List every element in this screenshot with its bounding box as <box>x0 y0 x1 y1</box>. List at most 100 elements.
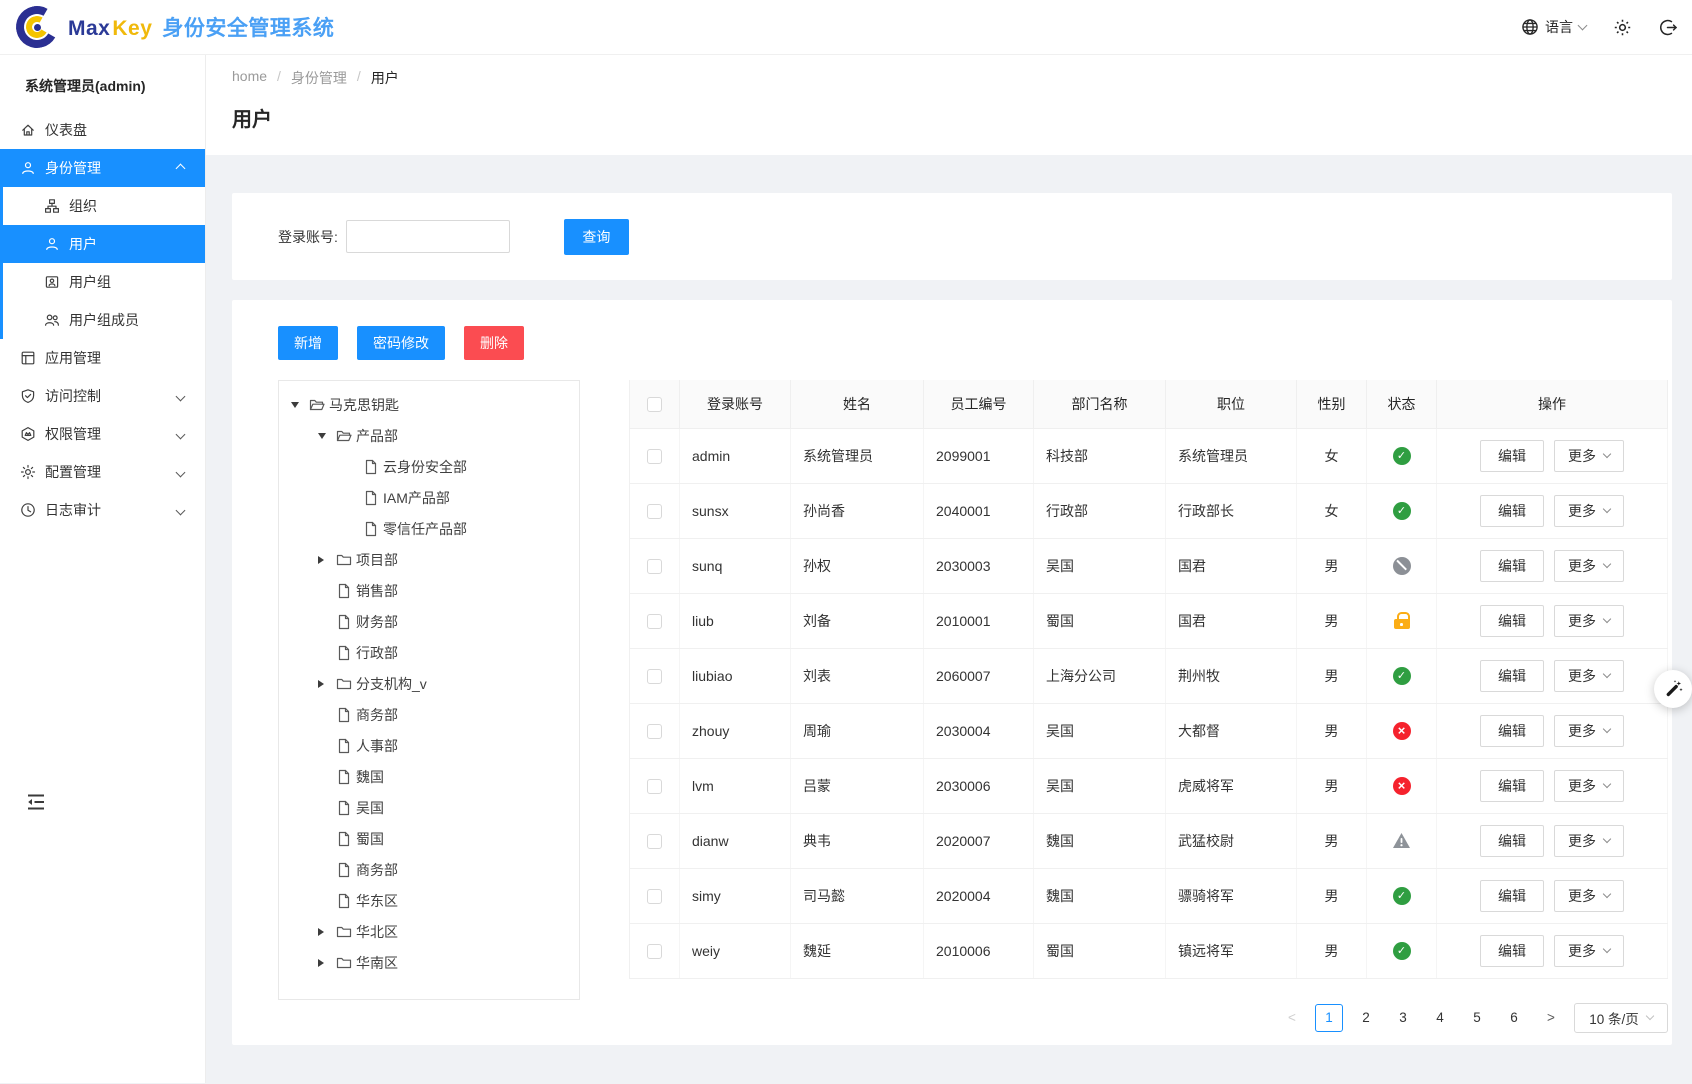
edit-button[interactable]: 编辑 <box>1480 659 1544 692</box>
cell-actions: 编辑 更多 <box>1436 758 1668 814</box>
brand-max: Max <box>68 17 111 40</box>
row-checkbox[interactable] <box>647 613 662 629</box>
cell-department: 魏国 <box>1033 813 1166 869</box>
row-checkbox[interactable] <box>647 833 662 849</box>
row-checkbox[interactable] <box>647 778 662 794</box>
settings-gear-button[interactable] <box>1613 18 1632 37</box>
pagination-prev-button[interactable]: < <box>1288 1010 1296 1025</box>
more-dropdown-button[interactable]: 更多 <box>1554 549 1624 582</box>
sidebar-item-user-groups[interactable]: 用户组 <box>3 263 205 301</box>
tree-caret-down-icon[interactable] <box>291 402 309 408</box>
table-row: sunsx 孙尚香 2040001 行政部 行政部长女 ✓ 编辑 更多 <box>629 483 1668 539</box>
tree-node[interactable]: IAM产品部 <box>279 482 579 513</box>
tree-node[interactable]: 项目部 <box>279 544 579 575</box>
breadcrumb-separator: / <box>277 68 281 84</box>
pagination-page-2[interactable]: 2 <box>1362 1010 1370 1025</box>
chevron-down-icon <box>1602 669 1612 679</box>
column-header: 姓名 <box>790 380 924 429</box>
tree-node[interactable]: 商务部 <box>279 699 579 730</box>
tree-node[interactable]: 魏国 <box>279 761 579 792</box>
edit-button[interactable]: 编辑 <box>1480 549 1544 582</box>
more-dropdown-button[interactable]: 更多 <box>1554 659 1624 692</box>
more-dropdown-button[interactable]: 更多 <box>1554 494 1624 527</box>
row-checkbox[interactable] <box>647 723 662 739</box>
sidebar-item-permissions[interactable]: 权限管理 <box>0 415 205 453</box>
row-checkbox[interactable] <box>647 668 662 684</box>
breadcrumb-identity[interactable]: 身份管理 <box>290 70 347 86</box>
logout-button[interactable] <box>1659 18 1678 37</box>
edit-button[interactable]: 编辑 <box>1480 439 1544 472</box>
tree-node[interactable]: 零信任产品部 <box>279 513 579 544</box>
edit-button[interactable]: 编辑 <box>1480 494 1544 527</box>
sidebar-item-users[interactable]: 用户 <box>3 225 205 263</box>
sidebar-item-label: 权限管理 <box>45 426 101 442</box>
sidebar-item-config[interactable]: 配置管理 <box>0 453 205 491</box>
select-all-checkbox[interactable] <box>647 397 662 413</box>
language-selector[interactable]: 语言 <box>1521 17 1588 37</box>
tree-node[interactable]: 华北区 <box>279 916 579 947</box>
page-size-select[interactable]: 10 条/页 <box>1574 1002 1668 1033</box>
query-button[interactable]: 查询 <box>563 218 629 255</box>
breadcrumb-home[interactable]: home <box>232 68 268 84</box>
cell-position: 武猛校尉 <box>1165 813 1297 869</box>
edit-button[interactable]: 编辑 <box>1480 769 1544 802</box>
cell-department: 吴国 <box>1033 703 1166 759</box>
tree-node[interactable]: 分支机构_v <box>279 668 579 699</box>
tree-node[interactable]: 财务部 <box>279 606 579 637</box>
row-checkbox[interactable] <box>647 448 662 464</box>
collapse-sidebar-button[interactable] <box>26 793 46 811</box>
tree-node[interactable]: 蜀国 <box>279 823 579 854</box>
tree-caret-right-icon[interactable] <box>318 959 336 967</box>
row-checkbox[interactable] <box>647 558 662 574</box>
row-checkbox[interactable] <box>647 503 662 519</box>
more-dropdown-button[interactable]: 更多 <box>1554 824 1624 857</box>
tree-node[interactable]: 商务部 <box>279 854 579 885</box>
more-dropdown-button[interactable]: 更多 <box>1554 604 1624 637</box>
more-dropdown-button[interactable]: 更多 <box>1554 714 1624 747</box>
add-button[interactable]: 新增 <box>278 326 338 360</box>
sidebar-item-dashboard[interactable]: 仪表盘 <box>0 111 205 149</box>
tree-node[interactable]: 马克思钥匙 <box>279 389 579 420</box>
edit-button[interactable]: 编辑 <box>1480 934 1544 967</box>
pagination-page-3[interactable]: 3 <box>1399 1010 1407 1025</box>
delete-button[interactable]: 删除 <box>464 326 524 360</box>
sidebar-item-audit[interactable]: 日志审计 <box>0 491 205 529</box>
sidebar-item-access-control[interactable]: 访问控制 <box>0 377 205 415</box>
users-panel: 新增 密码修改 删除 马克思钥匙 产品部 云身份安全部 IAM产品部 零信任产品部 项目部… <box>232 300 1672 1045</box>
pagination-page-4[interactable]: 4 <box>1436 1010 1444 1025</box>
pagination-page-6[interactable]: 6 <box>1510 1010 1518 1025</box>
edit-button[interactable]: 编辑 <box>1480 714 1544 747</box>
sidebar-item-apps[interactable]: 应用管理 <box>0 339 205 377</box>
login-account-input[interactable] <box>345 220 510 253</box>
tree-node[interactable]: 人事部 <box>279 730 579 761</box>
sidebar-item-group-members[interactable]: 用户组成员 <box>3 301 205 339</box>
tree-node[interactable]: 华南区 <box>279 947 579 978</box>
tree-node[interactable]: 行政部 <box>279 637 579 668</box>
row-checkbox[interactable] <box>647 888 662 904</box>
tree-node[interactable]: 吴国 <box>279 792 579 823</box>
floating-magic-wand-button[interactable] <box>1654 670 1692 708</box>
more-dropdown-button[interactable]: 更多 <box>1554 769 1624 802</box>
tree-caret-right-icon[interactable] <box>318 928 336 936</box>
more-dropdown-button[interactable]: 更多 <box>1554 439 1624 472</box>
more-dropdown-button[interactable]: 更多 <box>1554 879 1624 912</box>
edit-button[interactable]: 编辑 <box>1480 604 1544 637</box>
sidebar-item-organization[interactable]: 组织 <box>3 187 205 225</box>
row-checkbox[interactable] <box>647 943 662 959</box>
tree-caret-down-icon[interactable] <box>318 433 336 439</box>
tree-node[interactable]: 云身份安全部 <box>279 451 579 482</box>
tree-node-label: 财务部 <box>356 613 398 630</box>
tree-caret-right-icon[interactable] <box>318 556 336 564</box>
more-dropdown-button[interactable]: 更多 <box>1554 934 1624 967</box>
pagination-page-5[interactable]: 5 <box>1473 1010 1481 1025</box>
tree-node[interactable]: 华东区 <box>279 885 579 916</box>
tree-caret-right-icon[interactable] <box>318 680 336 688</box>
edit-button[interactable]: 编辑 <box>1480 879 1544 912</box>
change-password-button[interactable]: 密码修改 <box>357 326 445 360</box>
pagination-next-button[interactable]: > <box>1547 1010 1555 1025</box>
tree-node[interactable]: 销售部 <box>279 575 579 606</box>
pagination-page-1[interactable]: 1 <box>1315 1003 1343 1032</box>
tree-node[interactable]: 产品部 <box>279 420 579 451</box>
edit-button[interactable]: 编辑 <box>1480 824 1544 857</box>
sidebar-item-identity[interactable]: 身份管理 <box>0 149 205 187</box>
